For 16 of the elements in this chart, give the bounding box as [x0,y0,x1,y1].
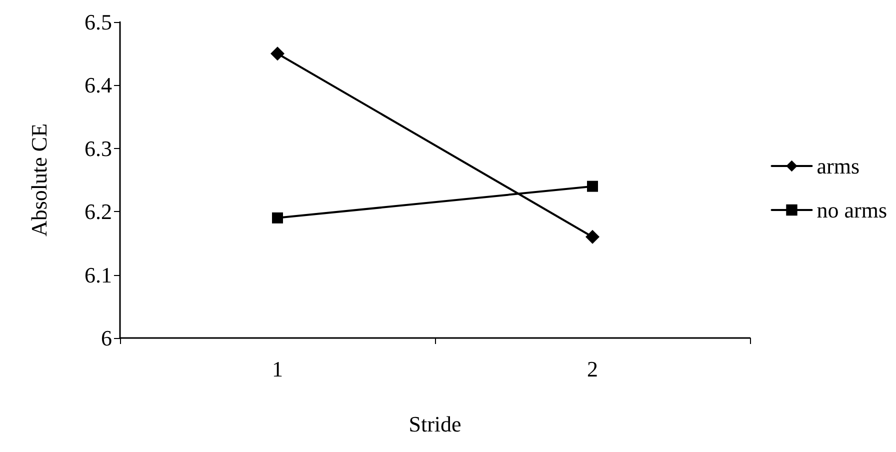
legend-label: arms [816,154,860,178]
y-tick-label: 6.3 [84,136,112,161]
x-tick-label: 2 [587,356,598,382]
legend-label: no arms [816,198,887,222]
point [587,180,598,192]
y-tick-label: 6.1 [84,262,112,288]
point [270,46,284,61]
y-tick-label: 6 [101,326,112,350]
point [586,230,600,244]
y-tick-label: 6.5 [84,10,112,34]
y-tick-label: 6.2 [84,199,112,224]
y-axis-title: Absolute CE [26,123,52,237]
x-axis-title: Stride [408,412,462,436]
point [272,212,283,224]
y-tick-label: 6.4 [84,72,112,98]
x-tick-label: 1 [272,356,283,382]
